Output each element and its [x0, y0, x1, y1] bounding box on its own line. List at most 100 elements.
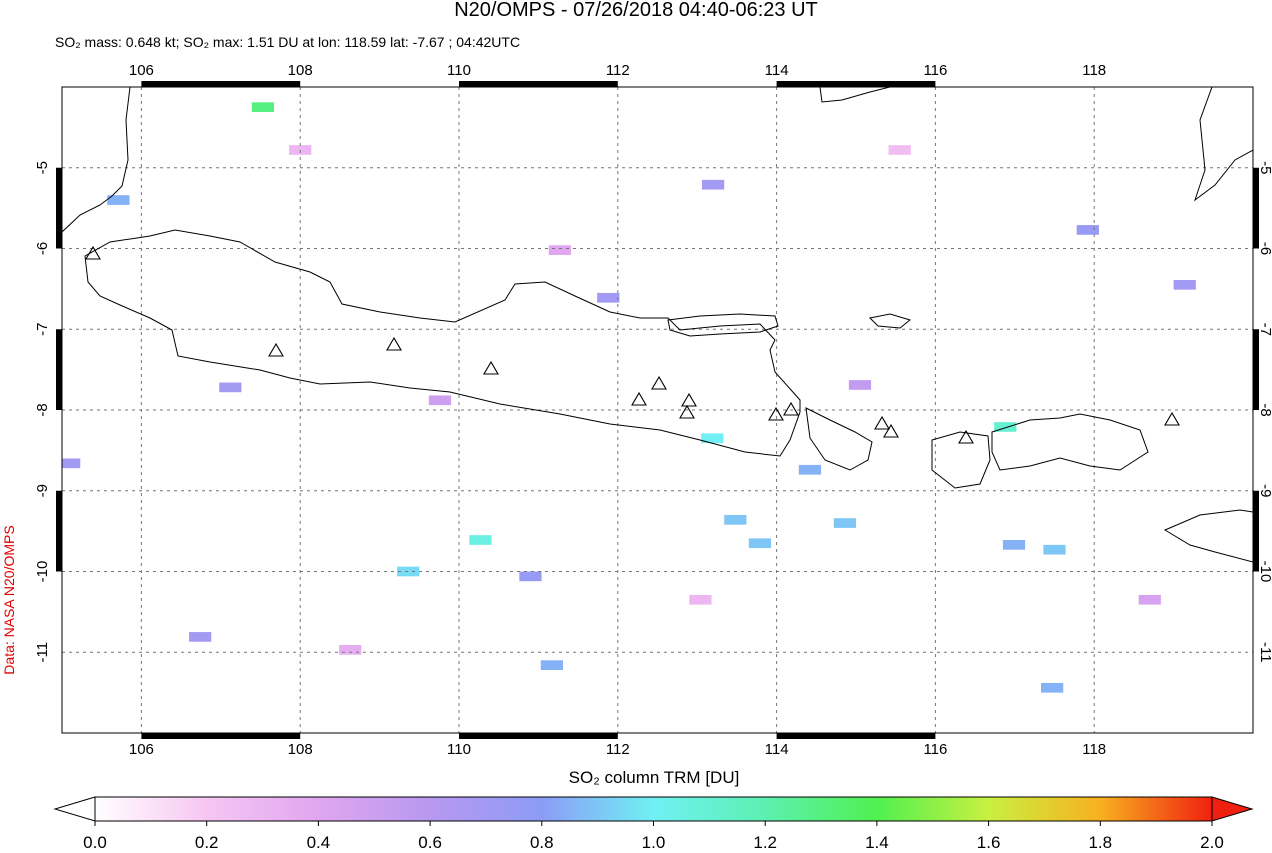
so2-cell — [689, 594, 712, 605]
so2-cell — [888, 145, 911, 155]
so2-cell — [219, 382, 242, 393]
frame-bar — [459, 81, 618, 87]
so2-cell — [548, 245, 571, 255]
colorbar-tick-label: 0.2 — [195, 833, 219, 852]
colorbar-tick-label: 1.6 — [977, 833, 1001, 852]
so2-cell — [1002, 540, 1026, 550]
colorbar-tick-label: 0.8 — [530, 833, 554, 852]
coast-sumatra — [62, 87, 131, 233]
so2-cell — [1043, 544, 1066, 555]
x-tick-label: 112 — [606, 62, 630, 79]
so2-cell — [428, 395, 452, 406]
so2-cell — [189, 632, 212, 642]
tick-labels: 106 106 108 108 110 110 112 112 114 114 116 116 118 1… — [34, 62, 1272, 758]
coast-sumbawa — [991, 413, 1149, 471]
y-tick-label: -10 — [1257, 561, 1272, 583]
frame-bar — [776, 81, 936, 87]
x-tick-label: 106 — [129, 62, 154, 79]
frame-bar — [459, 733, 618, 739]
so2-cell — [701, 179, 725, 190]
y-tick-label: -11 — [1257, 642, 1272, 663]
colorbar-ticks: 0.0 0.2 0.4 0.6 0.8 1.0 1.2 1.4 1.6 1.8 2.0 — [83, 821, 1224, 852]
coast-sumba — [1163, 509, 1253, 563]
y-tick-label: -9 — [34, 484, 51, 497]
x-tick-label: 118 — [1082, 741, 1106, 758]
frame-bar — [776, 733, 936, 739]
colorbar-tick-label: 0.0 — [83, 833, 107, 852]
so2-cell — [1041, 682, 1064, 693]
so2-cell — [289, 145, 312, 155]
coast-kangean — [868, 313, 912, 329]
y-tick-label: -11 — [34, 642, 51, 663]
colorbar — [94, 796, 1213, 822]
so2-cell — [469, 535, 492, 545]
colorbar-tick-label: 2.0 — [1200, 833, 1224, 852]
so2-cell — [1076, 225, 1099, 235]
grid-layer — [62, 87, 1253, 733]
x-tick-label: 116 — [923, 741, 947, 758]
y-tick-label: -5 — [34, 161, 51, 174]
colorbar-tick-label: 1.0 — [642, 833, 666, 852]
subtitle: SO₂ mass: 0.648 kt; SO₂ max: 1.51 DU at … — [55, 34, 520, 50]
frame-bar — [141, 81, 301, 87]
y-tick-label: -6 — [34, 242, 51, 255]
y-tick-label: -9 — [1257, 484, 1272, 497]
so2-cell — [597, 292, 620, 303]
x-tick-label: 106 — [129, 741, 154, 758]
colorbar-tick-label: 1.2 — [753, 833, 777, 852]
colorbar-tick-label: 1.4 — [865, 833, 889, 852]
coast-sulawesi — [1194, 87, 1253, 202]
volcanoes — [85, 245, 1180, 444]
credit: Data: NASA N20/OMPS — [1, 525, 17, 674]
so2-cell — [251, 102, 274, 113]
coastlines — [62, 87, 1253, 563]
so2-cell — [1173, 279, 1196, 290]
frame-bar — [56, 329, 62, 410]
so2-cell — [724, 514, 747, 525]
so2-cell — [748, 538, 772, 549]
y-tick-label: -7 — [1257, 323, 1272, 336]
colorbar-under — [53, 796, 96, 822]
coast-kalimantan — [819, 87, 891, 103]
so2-cell — [107, 195, 130, 205]
frame-bar — [141, 733, 301, 739]
frame-bar — [1253, 490, 1259, 572]
colorbar-label: SO₂ column TRM [DU] — [569, 768, 740, 787]
x-tick-label: 110 — [447, 62, 471, 79]
y-tick-label: -10 — [34, 561, 51, 583]
coast-bali — [805, 407, 873, 471]
so2-cell — [397, 566, 420, 577]
colorbar-tick-label: 0.6 — [418, 833, 442, 852]
so2-cell — [519, 571, 542, 582]
x-tick-label: 114 — [765, 741, 789, 758]
y-tick-label: -6 — [1257, 242, 1272, 255]
y-tick-label: -5 — [1257, 161, 1272, 174]
frame-bar — [56, 167, 62, 249]
x-tick-label: 118 — [1082, 62, 1106, 79]
x-tick-label: 112 — [606, 741, 630, 758]
frame-bar — [56, 490, 62, 572]
colorbar-tick-label: 0.4 — [307, 833, 331, 852]
frame-bars — [56, 81, 1259, 739]
so2-cell — [1138, 594, 1161, 605]
volcano — [85, 245, 1180, 444]
so2-cell — [701, 433, 724, 444]
frame-bar — [1253, 167, 1259, 249]
so2-cell — [540, 660, 564, 671]
x-tick-label: 116 — [923, 62, 947, 79]
x-tick-label: 114 — [765, 62, 789, 79]
coast-java — [84, 229, 801, 457]
y-tick-label: -7 — [34, 323, 51, 336]
so2-cell — [833, 518, 856, 528]
colorbar-tick-label: 1.8 — [1088, 833, 1112, 852]
so2-cell — [994, 422, 1017, 432]
so2-cell — [339, 644, 362, 655]
x-tick-label: 108 — [288, 62, 313, 79]
colorbar-over — [1211, 796, 1254, 822]
coast-madura — [667, 313, 779, 337]
y-tick-label: -8 — [34, 403, 51, 416]
cells-layer — [62, 102, 1196, 693]
so2-cell — [848, 380, 872, 390]
